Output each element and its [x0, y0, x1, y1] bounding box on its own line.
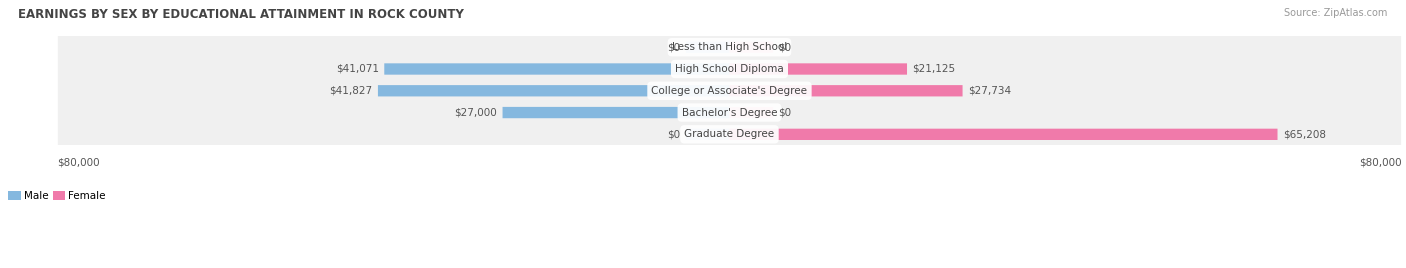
- Text: High School Diploma: High School Diploma: [675, 64, 783, 74]
- Text: Less than High School: Less than High School: [672, 42, 787, 52]
- Text: $41,827: $41,827: [329, 86, 373, 96]
- Text: $80,000: $80,000: [1360, 157, 1402, 167]
- Text: $0: $0: [779, 107, 792, 118]
- FancyBboxPatch shape: [58, 0, 1402, 268]
- FancyBboxPatch shape: [58, 0, 1402, 268]
- FancyBboxPatch shape: [730, 129, 1278, 140]
- Text: EARNINGS BY SEX BY EDUCATIONAL ATTAINMENT IN ROCK COUNTY: EARNINGS BY SEX BY EDUCATIONAL ATTAINMEN…: [18, 8, 464, 21]
- Text: $27,000: $27,000: [454, 107, 498, 118]
- FancyBboxPatch shape: [686, 129, 730, 140]
- FancyBboxPatch shape: [58, 0, 1402, 268]
- Legend: Male, Female: Male, Female: [4, 187, 110, 205]
- FancyBboxPatch shape: [730, 42, 773, 53]
- FancyBboxPatch shape: [730, 107, 773, 118]
- FancyBboxPatch shape: [58, 0, 1402, 268]
- Text: $0: $0: [779, 42, 792, 52]
- FancyBboxPatch shape: [730, 63, 907, 75]
- Text: College or Associate's Degree: College or Associate's Degree: [651, 86, 807, 96]
- FancyBboxPatch shape: [384, 63, 730, 75]
- Text: $41,071: $41,071: [336, 64, 378, 74]
- Text: $80,000: $80,000: [58, 157, 100, 167]
- FancyBboxPatch shape: [378, 85, 730, 96]
- Text: $27,734: $27,734: [967, 86, 1011, 96]
- FancyBboxPatch shape: [502, 107, 730, 118]
- Text: $65,208: $65,208: [1282, 129, 1326, 139]
- Text: Source: ZipAtlas.com: Source: ZipAtlas.com: [1284, 8, 1388, 18]
- Text: $21,125: $21,125: [912, 64, 956, 74]
- Text: $0: $0: [668, 42, 681, 52]
- FancyBboxPatch shape: [686, 42, 730, 53]
- FancyBboxPatch shape: [730, 85, 963, 96]
- Text: Bachelor's Degree: Bachelor's Degree: [682, 107, 778, 118]
- FancyBboxPatch shape: [58, 0, 1402, 268]
- Text: Graduate Degree: Graduate Degree: [685, 129, 775, 139]
- Text: $0: $0: [668, 129, 681, 139]
